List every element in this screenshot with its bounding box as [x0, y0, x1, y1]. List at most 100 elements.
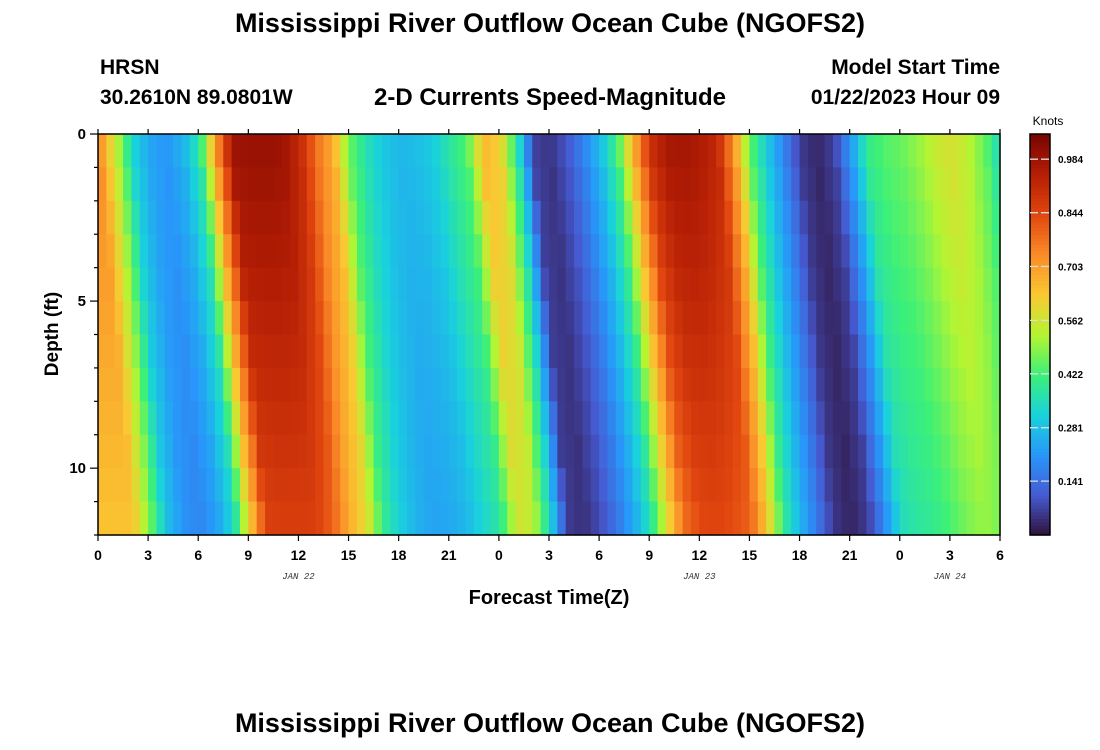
heatmap-cell: [891, 134, 901, 169]
heatmap-cell: [473, 401, 483, 436]
heatmap-cell: [874, 200, 884, 235]
x-tick-label: 3: [144, 547, 152, 563]
heatmap-cell: [924, 200, 934, 235]
heatmap-cell: [507, 267, 517, 302]
heatmap-cell: [223, 267, 233, 302]
colorbar-swatch: [1030, 187, 1050, 192]
heatmap-cell: [214, 167, 224, 202]
heatmap-cell: [958, 501, 968, 536]
colorbar-swatch: [1030, 504, 1050, 509]
heatmap-cell: [774, 468, 784, 503]
heatmap-cell: [883, 401, 893, 436]
heatmap-cell: [599, 234, 609, 269]
heatmap-cell: [256, 468, 266, 503]
heatmap-cell: [732, 501, 742, 536]
heatmap-cell: [415, 134, 425, 169]
heatmap-cell: [699, 134, 709, 169]
heatmap-cell: [624, 468, 634, 503]
heatmap-cell: [883, 434, 893, 469]
heatmap-cell: [415, 234, 425, 269]
heatmap-cell: [114, 301, 124, 336]
colorbar-swatch: [1030, 488, 1050, 493]
heatmap-cell: [624, 267, 634, 302]
heatmap-cell: [599, 334, 609, 369]
heatmap-cell: [966, 468, 976, 503]
colorbar-swatch: [1030, 197, 1050, 202]
heatmap-cell: [490, 134, 500, 169]
heatmap-cell: [991, 334, 1001, 369]
colorbar-swatch: [1030, 344, 1050, 349]
heatmap-cell: [674, 267, 684, 302]
heatmap-cell: [239, 167, 249, 202]
axes: 0 3 6 9 12 15 18 21 0 3 6 9 12 15 18 21 0 3 6 JAN 22 JAN 23 J…: [69, 126, 1004, 582]
heatmap-cell: [273, 267, 283, 302]
colorbar-swatch: [1030, 247, 1050, 252]
colorbar-swatch: [1030, 137, 1050, 142]
heatmap-cell: [549, 501, 558, 536]
heatmap-cell: [741, 401, 751, 436]
heatmap-cell: [515, 468, 525, 503]
heatmap-cell: [866, 367, 876, 402]
heatmap-cell: [565, 468, 575, 503]
heatmap-cell: [323, 334, 333, 369]
heatmap-cell: [256, 367, 266, 402]
colorbar-swatch: [1030, 134, 1050, 138]
heatmap-cell: [933, 200, 943, 235]
heatmap-cell: [281, 167, 291, 202]
heatmap-cell: [849, 200, 859, 235]
heatmap-cell: [523, 301, 533, 336]
heatmap-cell: [340, 334, 350, 369]
colorbar-swatch: [1030, 250, 1050, 255]
heatmap-cell: [498, 200, 508, 235]
heatmap-cell: [816, 367, 826, 402]
heatmap-cell: [189, 267, 199, 302]
heatmap-cell: [565, 234, 575, 269]
heatmap-cell: [323, 301, 333, 336]
heatmap-cell: [231, 401, 241, 436]
heatmap-cell: [607, 234, 617, 269]
heatmap-cell: [891, 501, 901, 536]
heatmap-cell: [774, 367, 784, 402]
heatmap-cell: [532, 134, 542, 169]
heatmap-cell: [273, 468, 283, 503]
heatmap-cell: [281, 267, 291, 302]
heatmap-cell: [515, 234, 525, 269]
heatmap-cell: [189, 234, 199, 269]
heatmap-cell: [231, 367, 241, 402]
heatmap-cell: [908, 167, 918, 202]
heatmap-cell: [423, 367, 433, 402]
heatmap-cell: [490, 468, 500, 503]
heatmap-cell: [256, 434, 266, 469]
heatmap-cell: [365, 434, 375, 469]
heatmap-cell: [498, 501, 508, 536]
heatmap-cell: [498, 401, 508, 436]
heatmap-cell: [106, 334, 116, 369]
heatmap-cell: [315, 401, 325, 436]
heatmap-cell: [649, 134, 659, 169]
heatmap-cell: [331, 334, 341, 369]
heatmap-cell: [181, 234, 191, 269]
heatmap-cell: [381, 367, 391, 402]
heatmap-cell: [331, 501, 341, 536]
heatmap-cell: [340, 401, 350, 436]
heatmap-cell: [256, 167, 266, 202]
heatmap-cell: [365, 334, 375, 369]
heatmap-cell: [549, 167, 558, 202]
heatmap-cell: [615, 167, 625, 202]
heatmap-cell: [298, 234, 308, 269]
heatmap-cell: [657, 234, 667, 269]
heatmap-cell: [866, 468, 876, 503]
heatmap-cell: [849, 401, 859, 436]
heatmap-cell: [540, 434, 550, 469]
heatmap-cell: [883, 468, 893, 503]
y-tick-label: 10: [69, 460, 86, 477]
heatmap-cell: [131, 468, 141, 503]
heatmap-cell: [298, 401, 308, 436]
heatmap-cell: [690, 468, 700, 503]
heatmap-cell: [398, 367, 408, 402]
heatmap-cell: [98, 434, 107, 469]
heatmap-cell: [173, 267, 183, 302]
colorbar-swatch: [1030, 307, 1050, 312]
heatmap-cell: [916, 301, 926, 336]
heatmap-cell: [908, 468, 918, 503]
